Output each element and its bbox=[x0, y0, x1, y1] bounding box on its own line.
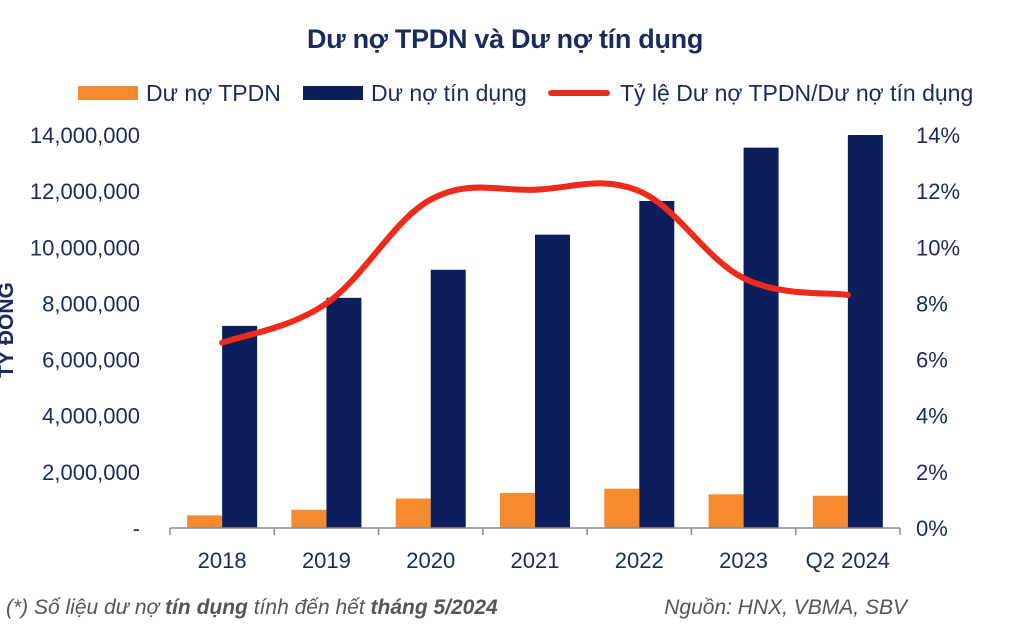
y2-tick-label: 12% bbox=[916, 179, 960, 204]
chart-title: Dư nợ TPDN và Dư nợ tín dụng bbox=[306, 24, 704, 54]
x-tick-label: 2021 bbox=[511, 548, 560, 573]
y-axis-title: TỶ ĐỒNG bbox=[0, 282, 18, 378]
y2-tick-label: 6% bbox=[916, 348, 948, 373]
y2-tick-label: 2% bbox=[916, 460, 948, 485]
bar-tpdn bbox=[500, 492, 535, 528]
y2-tick-label: 0% bbox=[916, 516, 948, 541]
legend-label-tpdn: Dư nợ TPDN bbox=[146, 79, 281, 106]
y2-tick-label: 10% bbox=[916, 235, 960, 260]
legend-swatch-tpdn bbox=[78, 86, 138, 100]
source-note: Nguồn: HNX, VBMA, SBV bbox=[664, 596, 907, 619]
bar-credit bbox=[847, 135, 883, 528]
y2-tick-label: 4% bbox=[916, 404, 948, 429]
bar-tpdn bbox=[604, 488, 640, 528]
y-tick-label: 10,000,000 bbox=[30, 235, 140, 260]
bar-tpdn bbox=[708, 494, 744, 528]
x-tick-label: 2020 bbox=[406, 548, 455, 573]
bar-credit bbox=[639, 200, 675, 529]
y2-tick-label: 14% bbox=[916, 123, 960, 148]
bar-tpdn bbox=[395, 498, 431, 528]
bar-tpdn bbox=[291, 509, 327, 528]
y-tick-label: 6,000,000 bbox=[42, 348, 140, 373]
x-tick-label: Q2 2024 bbox=[806, 548, 890, 573]
x-tick-label: 2018 bbox=[198, 548, 247, 573]
y-tick-label: 2,000,000 bbox=[42, 460, 140, 485]
x-tick-label: 2022 bbox=[615, 548, 664, 573]
y2-tick-label: 8% bbox=[916, 291, 948, 316]
bar-tpdn bbox=[187, 515, 223, 528]
y-tick-label: 14,000,000 bbox=[30, 123, 140, 148]
legend-item-ratio: Tỷ lệ Dư nợ TPDN/Dư nợ tín dụng bbox=[548, 78, 973, 108]
bar-tpdn bbox=[812, 495, 848, 528]
y-tick-label: 12,000,000 bbox=[30, 179, 140, 204]
y-tick-label: 4,000,000 bbox=[42, 404, 140, 429]
legend-swatch-credit bbox=[303, 86, 363, 100]
legend-item-tpdn: Dư nợ TPDN bbox=[78, 78, 281, 108]
x-tick-label: 2019 bbox=[302, 548, 351, 573]
bar-credit bbox=[430, 269, 466, 528]
legend-swatch-ratio bbox=[548, 90, 610, 96]
bar-credit bbox=[743, 147, 779, 528]
legend-label-ratio: Tỷ lệ Dư nợ TPDN/Dư nợ tín dụng bbox=[620, 79, 974, 106]
legend-item-credit: Dư nợ tín dụng bbox=[303, 78, 527, 108]
bar-credit bbox=[222, 325, 258, 528]
footnote: (*) Số liệu dư nợ tín dụng tính đến hết … bbox=[6, 596, 498, 619]
y-tick-label: 8,000,000 bbox=[42, 291, 140, 316]
x-tick-label: 2023 bbox=[719, 548, 768, 573]
bar-credit bbox=[535, 234, 570, 528]
y-tick-label: - bbox=[133, 516, 140, 541]
bar-credit bbox=[326, 297, 362, 528]
legend-label-credit: Dư nợ tín dụng bbox=[371, 79, 527, 106]
